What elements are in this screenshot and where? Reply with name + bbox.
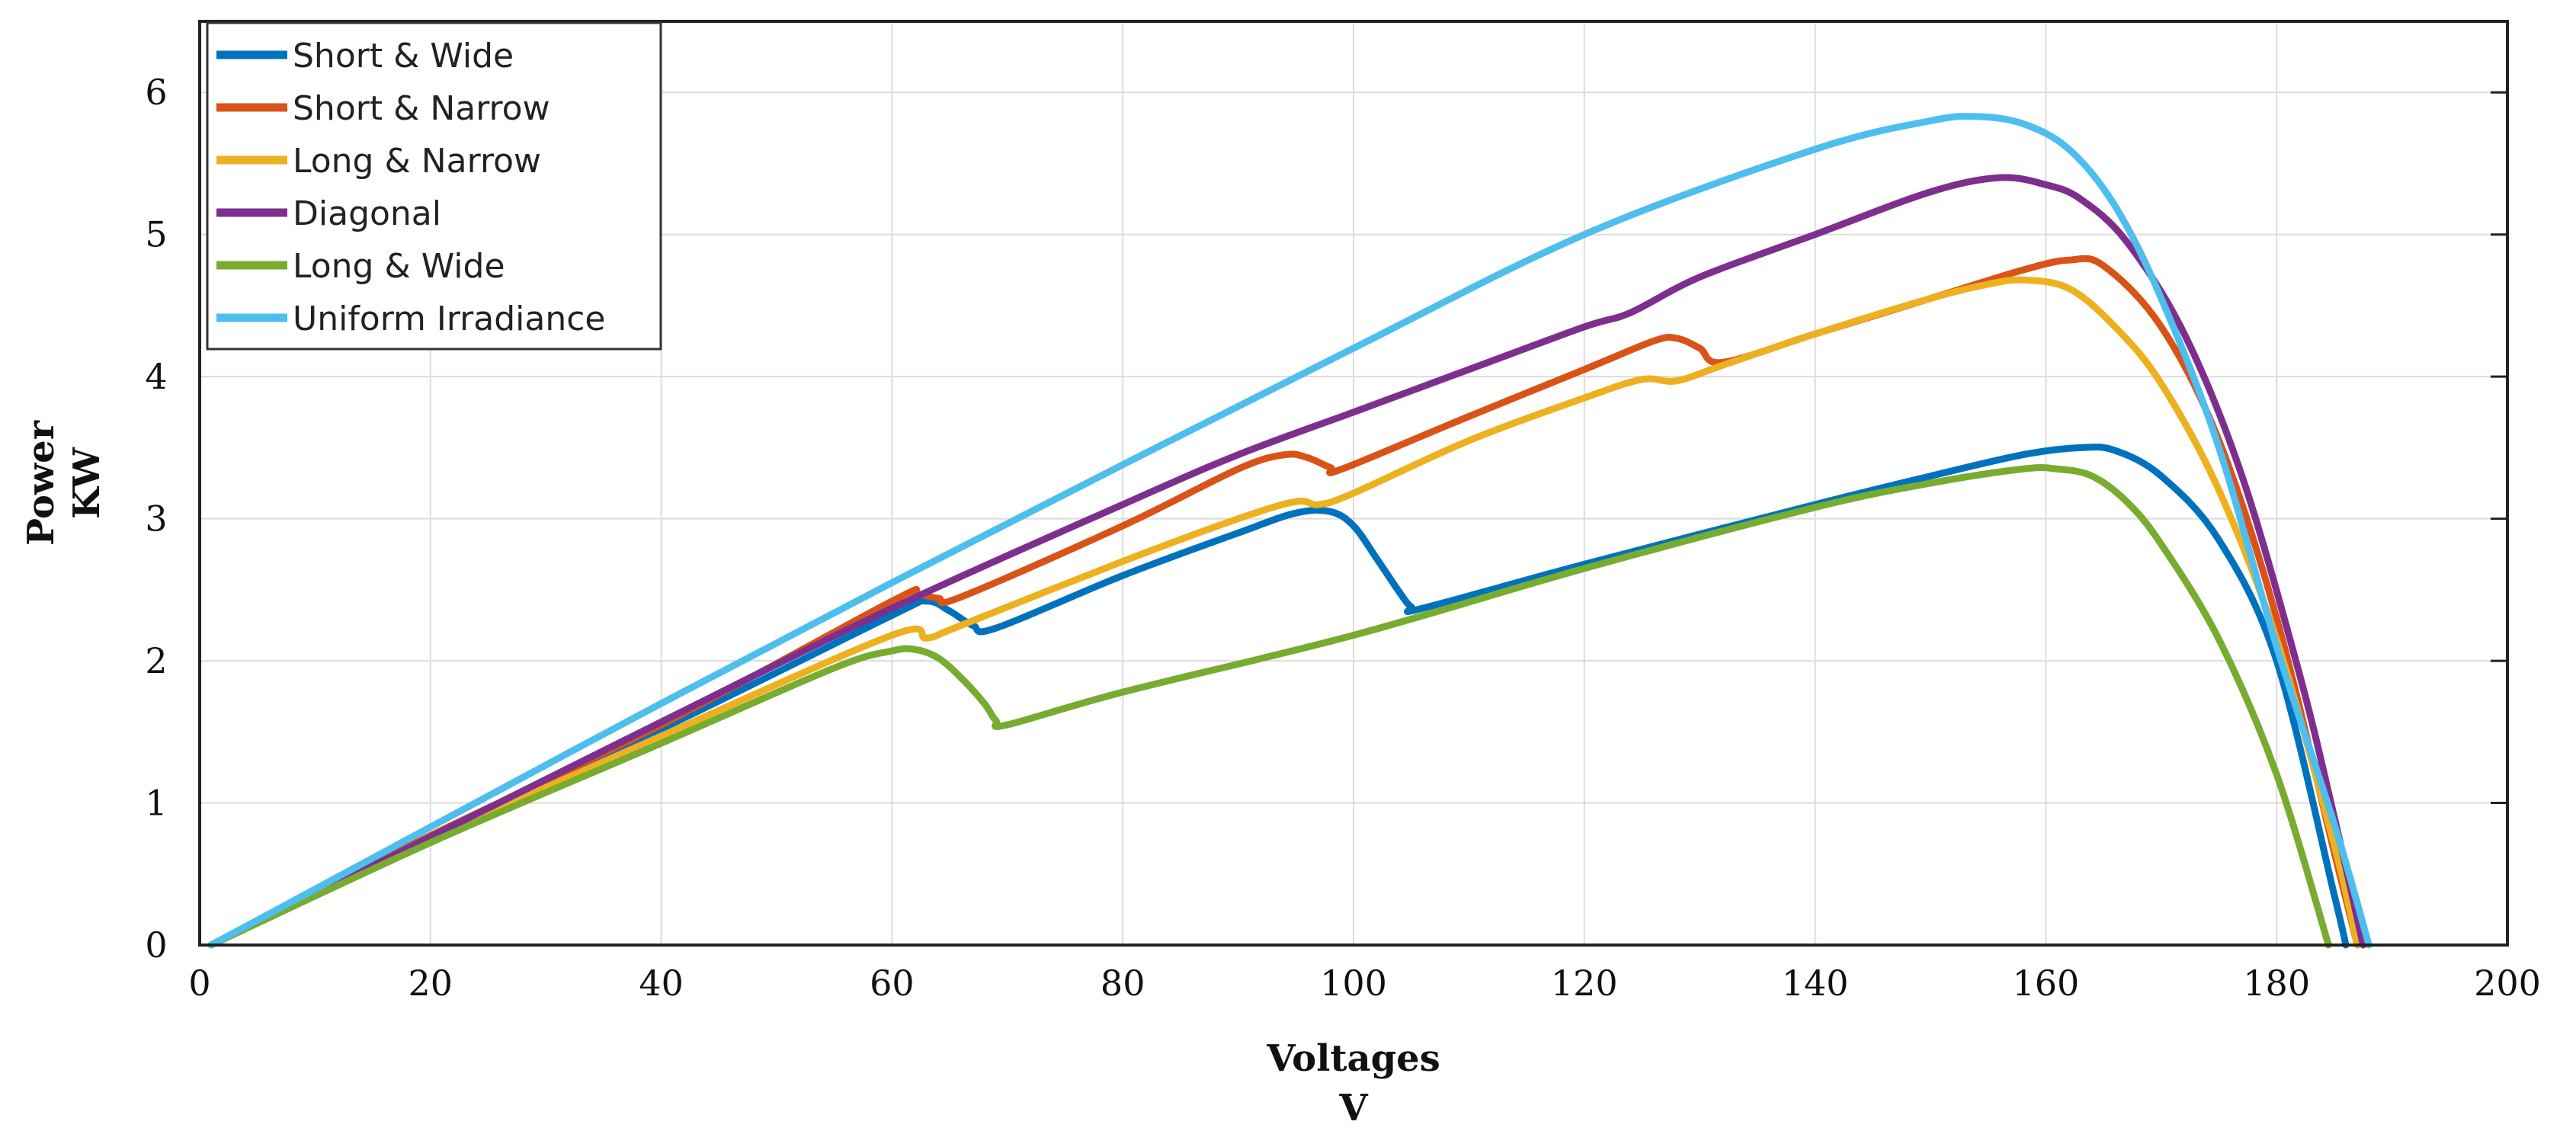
- x-tick-label: 80: [1101, 963, 1145, 1004]
- x-tick-label: 160: [2012, 963, 2079, 1004]
- axis-titles: Voltages V Power KW: [20, 420, 1440, 1129]
- y-axis-label: Power: [20, 420, 62, 546]
- y-tick-label: 4: [145, 356, 167, 397]
- legend: Short & Wide Short & Narrow Long & Narrow D…: [206, 21, 662, 351]
- series-line-6: [207, 113, 2373, 949]
- tick-labels: 0 20 40 60 80 100 120 140 160 180 200 0 1 2 3 4 5 6: [145, 72, 2541, 1004]
- legend-box: [206, 21, 662, 351]
- legend-label: Long & Wide: [293, 247, 505, 286]
- x-axis-label: Voltages: [1266, 1037, 1440, 1080]
- y-tick-label: 2: [145, 640, 167, 681]
- x-tick-label: 140: [1782, 963, 1849, 1004]
- series-line-2: [207, 255, 2361, 949]
- legend-label: Diagonal: [293, 194, 441, 233]
- y-tick-label: 5: [145, 214, 167, 255]
- legend-label: Short & Narrow: [293, 89, 550, 128]
- x-tick-label: 200: [2474, 963, 2541, 1004]
- y-axis-unit: KW: [66, 447, 108, 519]
- legend-label: Uniform Irradiance: [293, 300, 606, 338]
- y-tick-label: 6: [145, 72, 167, 113]
- x-tick-label: 40: [639, 963, 684, 1004]
- legend-label: Short & Wide: [293, 37, 514, 75]
- x-tick-label: 120: [1551, 963, 1618, 1004]
- y-tick-label: 1: [145, 783, 167, 824]
- x-tick-label: 60: [870, 963, 915, 1004]
- y-tick-label: 0: [145, 924, 167, 966]
- series-line-1: [207, 444, 2350, 949]
- series-lines: [207, 113, 2373, 949]
- x-tick-label: 0: [188, 963, 210, 1004]
- series-line-5: [207, 464, 2332, 949]
- series-line-3: [207, 276, 2361, 949]
- x-tick-label: 20: [409, 963, 453, 1004]
- x-tick-label: 180: [2243, 963, 2310, 1004]
- x-axis-unit: V: [1338, 1087, 1368, 1129]
- plot-frame: [198, 20, 2509, 947]
- series-line-4: [207, 174, 2367, 949]
- y-tick-label: 3: [145, 498, 167, 540]
- legend-label: Long & Narrow: [293, 142, 541, 181]
- x-tick-label: 100: [1320, 963, 1387, 1004]
